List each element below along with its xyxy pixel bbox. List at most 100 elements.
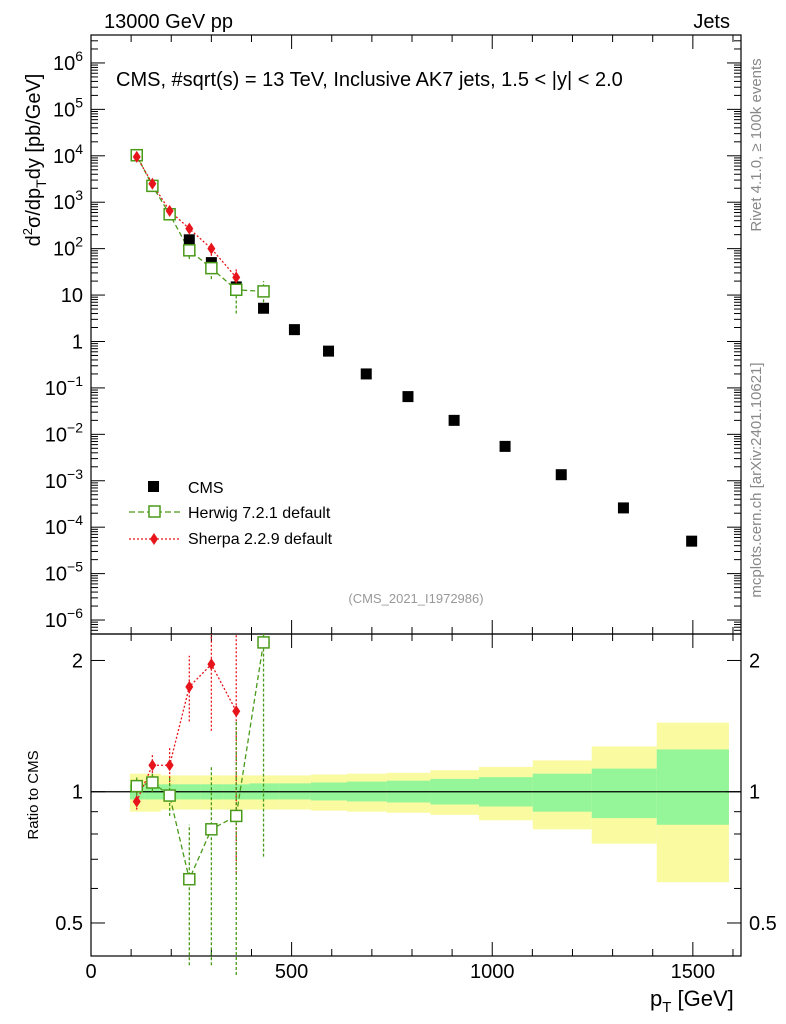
y-tick-label: 105 [53, 94, 83, 121]
sherpa-data-point [207, 242, 216, 255]
x-axis-label-unit: [GeV] [671, 986, 733, 1011]
header-left-label: 13000 GeV pp [104, 11, 233, 33]
herwig-data-point [183, 244, 196, 257]
sherpa-data-point [232, 271, 241, 284]
y-tick-label-exponent: −3 [67, 466, 83, 482]
y-tick-label-base: 10 [53, 99, 75, 121]
uncertainty-band-inner [591, 768, 657, 819]
y-tick-label-base: 10 [45, 424, 67, 446]
ratio-y-tick-label-right: 2 [749, 650, 760, 672]
main-plot-panel: 10610510410310210110−110−210−310−410−510… [45, 34, 742, 635]
legend-marker-cms [148, 481, 159, 492]
y-tick-label-base: 10 [53, 239, 75, 261]
y-tick-label-base: 10 [45, 471, 67, 493]
sherpa-ratio-point [132, 795, 141, 808]
y-tick-label: 10−6 [45, 605, 83, 632]
x-tick-label: 0 [85, 961, 96, 983]
analysis-id: (CMS_2021_I1972986) [348, 591, 483, 606]
x-tick-label: 1000 [470, 961, 515, 983]
y-tick-label-exponent: 5 [75, 94, 83, 110]
y-tick-label: 103 [53, 187, 83, 214]
y-tick-label: 1 [72, 331, 83, 353]
cms-data-point [617, 502, 629, 514]
sherpa-ratio-point [185, 680, 194, 693]
header-right-label: Jets [693, 11, 730, 33]
y-tick-label-exponent: 6 [75, 48, 83, 64]
herwig-line [136, 154, 264, 293]
y-tick-label: 106 [53, 48, 83, 75]
sherpa-data-point [132, 150, 141, 163]
cms-data-point [183, 234, 195, 246]
y-tick-label: 10−3 [45, 466, 83, 493]
cms-data-point [288, 324, 300, 336]
ratio-y-tick-label-right: 0.5 [749, 913, 777, 935]
ratio-plot-panel: 0 500 1000 1500 2 2 1 1 0.5 0.5 [55, 620, 777, 983]
y-tick-label-exponent: −1 [67, 373, 83, 389]
y-tick-label: 10−5 [45, 559, 83, 586]
herwig-ratio-point [183, 872, 196, 886]
x-axis-label-main: p [650, 986, 662, 1011]
cms-data-point [323, 345, 335, 357]
legend: CMS Herwig 7.2.1 default Sherpa 2.2.9 de… [129, 480, 333, 548]
herwig-ratio-point [146, 776, 159, 789]
plot-title: CMS, #sqrt(s) = 13 TeV, Inclusive AK7 je… [116, 69, 623, 91]
y-tick-label-exponent: 4 [75, 141, 83, 157]
y-tick-label-exponent: 3 [75, 187, 83, 203]
sherpa-line [136, 156, 237, 278]
ratio-plot-frame [90, 633, 742, 957]
uncertainty-band-inner [656, 749, 729, 825]
y-tick-label: 104 [53, 141, 83, 168]
legend-label-sherpa: Sherpa 2.2.9 default [188, 531, 333, 548]
x-axis-label: pT [GeV] [650, 986, 734, 1016]
sherpa-ratio-point [148, 759, 157, 772]
herwig-ratio-point [163, 789, 176, 802]
side-label-rivet: Rivet 4.1.0, ≥ 100k events [748, 58, 765, 231]
cms-data-point [258, 302, 270, 314]
y-tick-label: 102 [53, 234, 83, 261]
y-tick-label-base: 10 [45, 610, 67, 632]
cms-data-point [499, 440, 511, 452]
ratio-y-axis-label: Ratio to CMS [25, 750, 42, 839]
y-tick-label: 10−1 [45, 373, 83, 400]
ratio-y-tick-label: 1 [72, 782, 83, 804]
ratio-y-tick-label: 0.5 [55, 913, 83, 935]
ratio-y-tick-label: 2 [72, 650, 83, 672]
cms-data-point [448, 414, 460, 426]
sherpa-ratio-point [165, 759, 174, 772]
y-axis-label: d2σ/dpTdy [pb/GeV] [20, 74, 49, 247]
y-tick-label-base: 10 [45, 378, 67, 400]
cms-data-point [686, 535, 698, 547]
legend-marker-herwig [148, 505, 161, 518]
herwig-data-point [205, 261, 218, 275]
y-tick-label-base: 10 [61, 285, 83, 307]
uncertainty-band-inner [532, 773, 592, 812]
y-tick-label-exponent: 2 [75, 234, 83, 250]
cms-data-point [360, 368, 372, 380]
sherpa-ratio-point [207, 658, 216, 671]
y-tick-label: 10−4 [45, 512, 83, 539]
herwig-ratio-line [136, 642, 265, 882]
y-tick-label-exponent: −2 [67, 419, 83, 435]
y-tick-label: 10 [61, 285, 83, 307]
y-tick-label-base: 10 [53, 192, 75, 214]
cms-data-point [555, 469, 567, 481]
herwig-ratio-point [205, 823, 218, 836]
legend-label-herwig: Herwig 7.2.1 default [188, 505, 331, 522]
herwig-data-point [229, 283, 243, 297]
cms-data-point [402, 391, 414, 403]
sherpa-data-point [148, 177, 157, 190]
sherpa-data-point [165, 204, 174, 217]
sherpa-ratio-line [136, 663, 237, 802]
y-tick-label-base: 10 [53, 146, 75, 168]
y-tick-label-base: 10 [45, 517, 67, 539]
y-tick-label-base: 1 [72, 331, 83, 353]
ratio-y-tick-label-right: 1 [749, 782, 760, 804]
y-tick-label-exponent: −5 [67, 559, 83, 575]
y-tick-label-base: 10 [53, 53, 75, 75]
y-tick-label-base: 10 [45, 564, 67, 586]
y-tick-label: 10−2 [45, 419, 83, 446]
side-label-mcplots: mcplots.cern.ch [arXiv:2401.10621] [748, 362, 765, 597]
y-tick-label-exponent: −6 [67, 605, 83, 621]
herwig-data-point [257, 285, 270, 298]
